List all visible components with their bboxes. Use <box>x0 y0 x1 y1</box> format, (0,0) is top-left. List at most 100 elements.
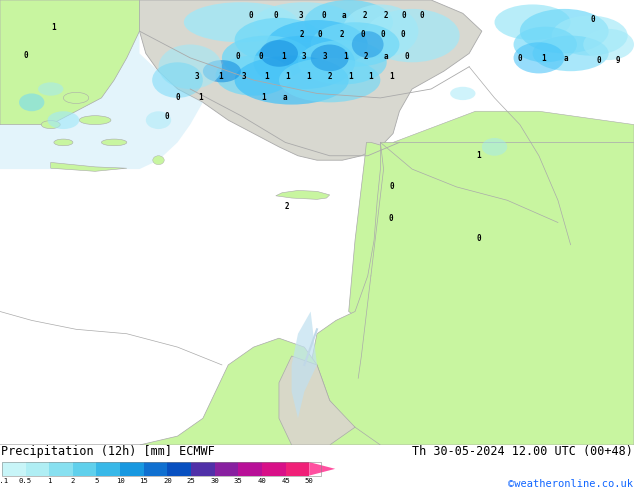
Bar <box>73 462 96 476</box>
Ellipse shape <box>450 87 476 100</box>
Text: 0: 0 <box>476 234 481 243</box>
Text: 2: 2 <box>327 73 332 81</box>
Ellipse shape <box>298 40 387 85</box>
Ellipse shape <box>48 111 79 129</box>
Text: 0.1: 0.1 <box>0 478 8 484</box>
Ellipse shape <box>583 29 634 60</box>
Polygon shape <box>0 338 380 445</box>
Text: 0: 0 <box>23 51 28 60</box>
Text: 0: 0 <box>380 30 385 39</box>
Ellipse shape <box>520 9 609 53</box>
Ellipse shape <box>482 138 507 156</box>
Text: 1: 1 <box>218 73 223 81</box>
Polygon shape <box>349 143 393 320</box>
Text: 3: 3 <box>299 11 304 20</box>
Text: 0.5: 0.5 <box>19 478 32 484</box>
Bar <box>191 462 215 476</box>
Text: 40: 40 <box>257 478 266 484</box>
Text: a: a <box>384 52 389 61</box>
Text: Th 30-05-2024 12.00 UTC (00+48): Th 30-05-2024 12.00 UTC (00+48) <box>412 445 633 459</box>
Text: 0: 0 <box>590 15 595 24</box>
Ellipse shape <box>342 4 418 58</box>
Polygon shape <box>51 162 127 171</box>
Bar <box>25 462 49 476</box>
Text: 1: 1 <box>261 93 266 101</box>
Bar <box>96 462 120 476</box>
Bar <box>285 462 309 476</box>
Ellipse shape <box>203 60 241 82</box>
Bar <box>262 462 285 476</box>
Ellipse shape <box>101 139 127 146</box>
Text: 1: 1 <box>541 54 547 63</box>
Text: 1: 1 <box>389 73 394 81</box>
Text: Precipitation (12h) [mm] ECMWF: Precipitation (12h) [mm] ECMWF <box>1 445 215 459</box>
Text: 3: 3 <box>322 52 327 61</box>
Ellipse shape <box>254 36 355 89</box>
Text: 2: 2 <box>70 478 75 484</box>
Ellipse shape <box>63 92 89 103</box>
Text: 25: 25 <box>186 478 195 484</box>
Text: 0: 0 <box>389 182 394 192</box>
Text: 1: 1 <box>285 73 290 81</box>
Ellipse shape <box>304 0 393 45</box>
Bar <box>2 462 25 476</box>
Bar <box>167 462 191 476</box>
Ellipse shape <box>266 20 368 69</box>
Text: 1: 1 <box>368 73 373 81</box>
Text: 0: 0 <box>259 52 264 61</box>
Text: 1: 1 <box>51 23 56 32</box>
Ellipse shape <box>365 9 460 62</box>
Ellipse shape <box>153 156 164 165</box>
Text: 0: 0 <box>176 93 181 101</box>
Ellipse shape <box>533 36 609 71</box>
Ellipse shape <box>279 58 380 102</box>
Text: 5: 5 <box>94 478 99 484</box>
Text: 30: 30 <box>210 478 219 484</box>
Text: 2: 2 <box>340 30 345 39</box>
Text: 1: 1 <box>281 52 287 61</box>
Ellipse shape <box>552 16 628 56</box>
Ellipse shape <box>514 42 564 74</box>
Text: 9: 9 <box>616 55 621 65</box>
Text: 0: 0 <box>404 52 409 61</box>
Text: 50: 50 <box>305 478 314 484</box>
Text: 1: 1 <box>343 52 348 61</box>
Text: 0: 0 <box>248 11 253 20</box>
Text: 0: 0 <box>401 11 406 20</box>
Polygon shape <box>292 312 317 418</box>
Text: 0: 0 <box>360 30 365 39</box>
Text: 0: 0 <box>318 30 323 39</box>
Text: a: a <box>342 11 347 20</box>
Polygon shape <box>139 0 482 160</box>
Text: 0: 0 <box>419 11 424 20</box>
Text: 45: 45 <box>281 478 290 484</box>
Ellipse shape <box>41 121 60 128</box>
Ellipse shape <box>216 56 292 96</box>
Text: 2: 2 <box>300 30 305 39</box>
Ellipse shape <box>222 36 311 80</box>
Ellipse shape <box>260 40 298 67</box>
Text: 0: 0 <box>321 11 326 20</box>
Ellipse shape <box>152 62 203 98</box>
Text: 10: 10 <box>116 478 124 484</box>
Ellipse shape <box>235 18 323 62</box>
Text: 3: 3 <box>194 73 199 81</box>
Polygon shape <box>393 111 634 143</box>
Bar <box>238 462 262 476</box>
Bar <box>215 462 238 476</box>
Text: 0: 0 <box>164 112 169 121</box>
Text: 2: 2 <box>285 201 290 211</box>
Ellipse shape <box>38 82 63 96</box>
Ellipse shape <box>146 111 171 129</box>
Text: 1: 1 <box>47 478 51 484</box>
Ellipse shape <box>54 139 73 146</box>
Ellipse shape <box>79 116 111 124</box>
Polygon shape <box>0 0 203 169</box>
Text: 1: 1 <box>306 73 311 81</box>
Text: 0: 0 <box>388 215 393 223</box>
Ellipse shape <box>19 94 44 111</box>
Polygon shape <box>276 191 330 199</box>
Bar <box>2 462 321 476</box>
Ellipse shape <box>184 2 298 42</box>
Text: 0: 0 <box>273 11 278 20</box>
